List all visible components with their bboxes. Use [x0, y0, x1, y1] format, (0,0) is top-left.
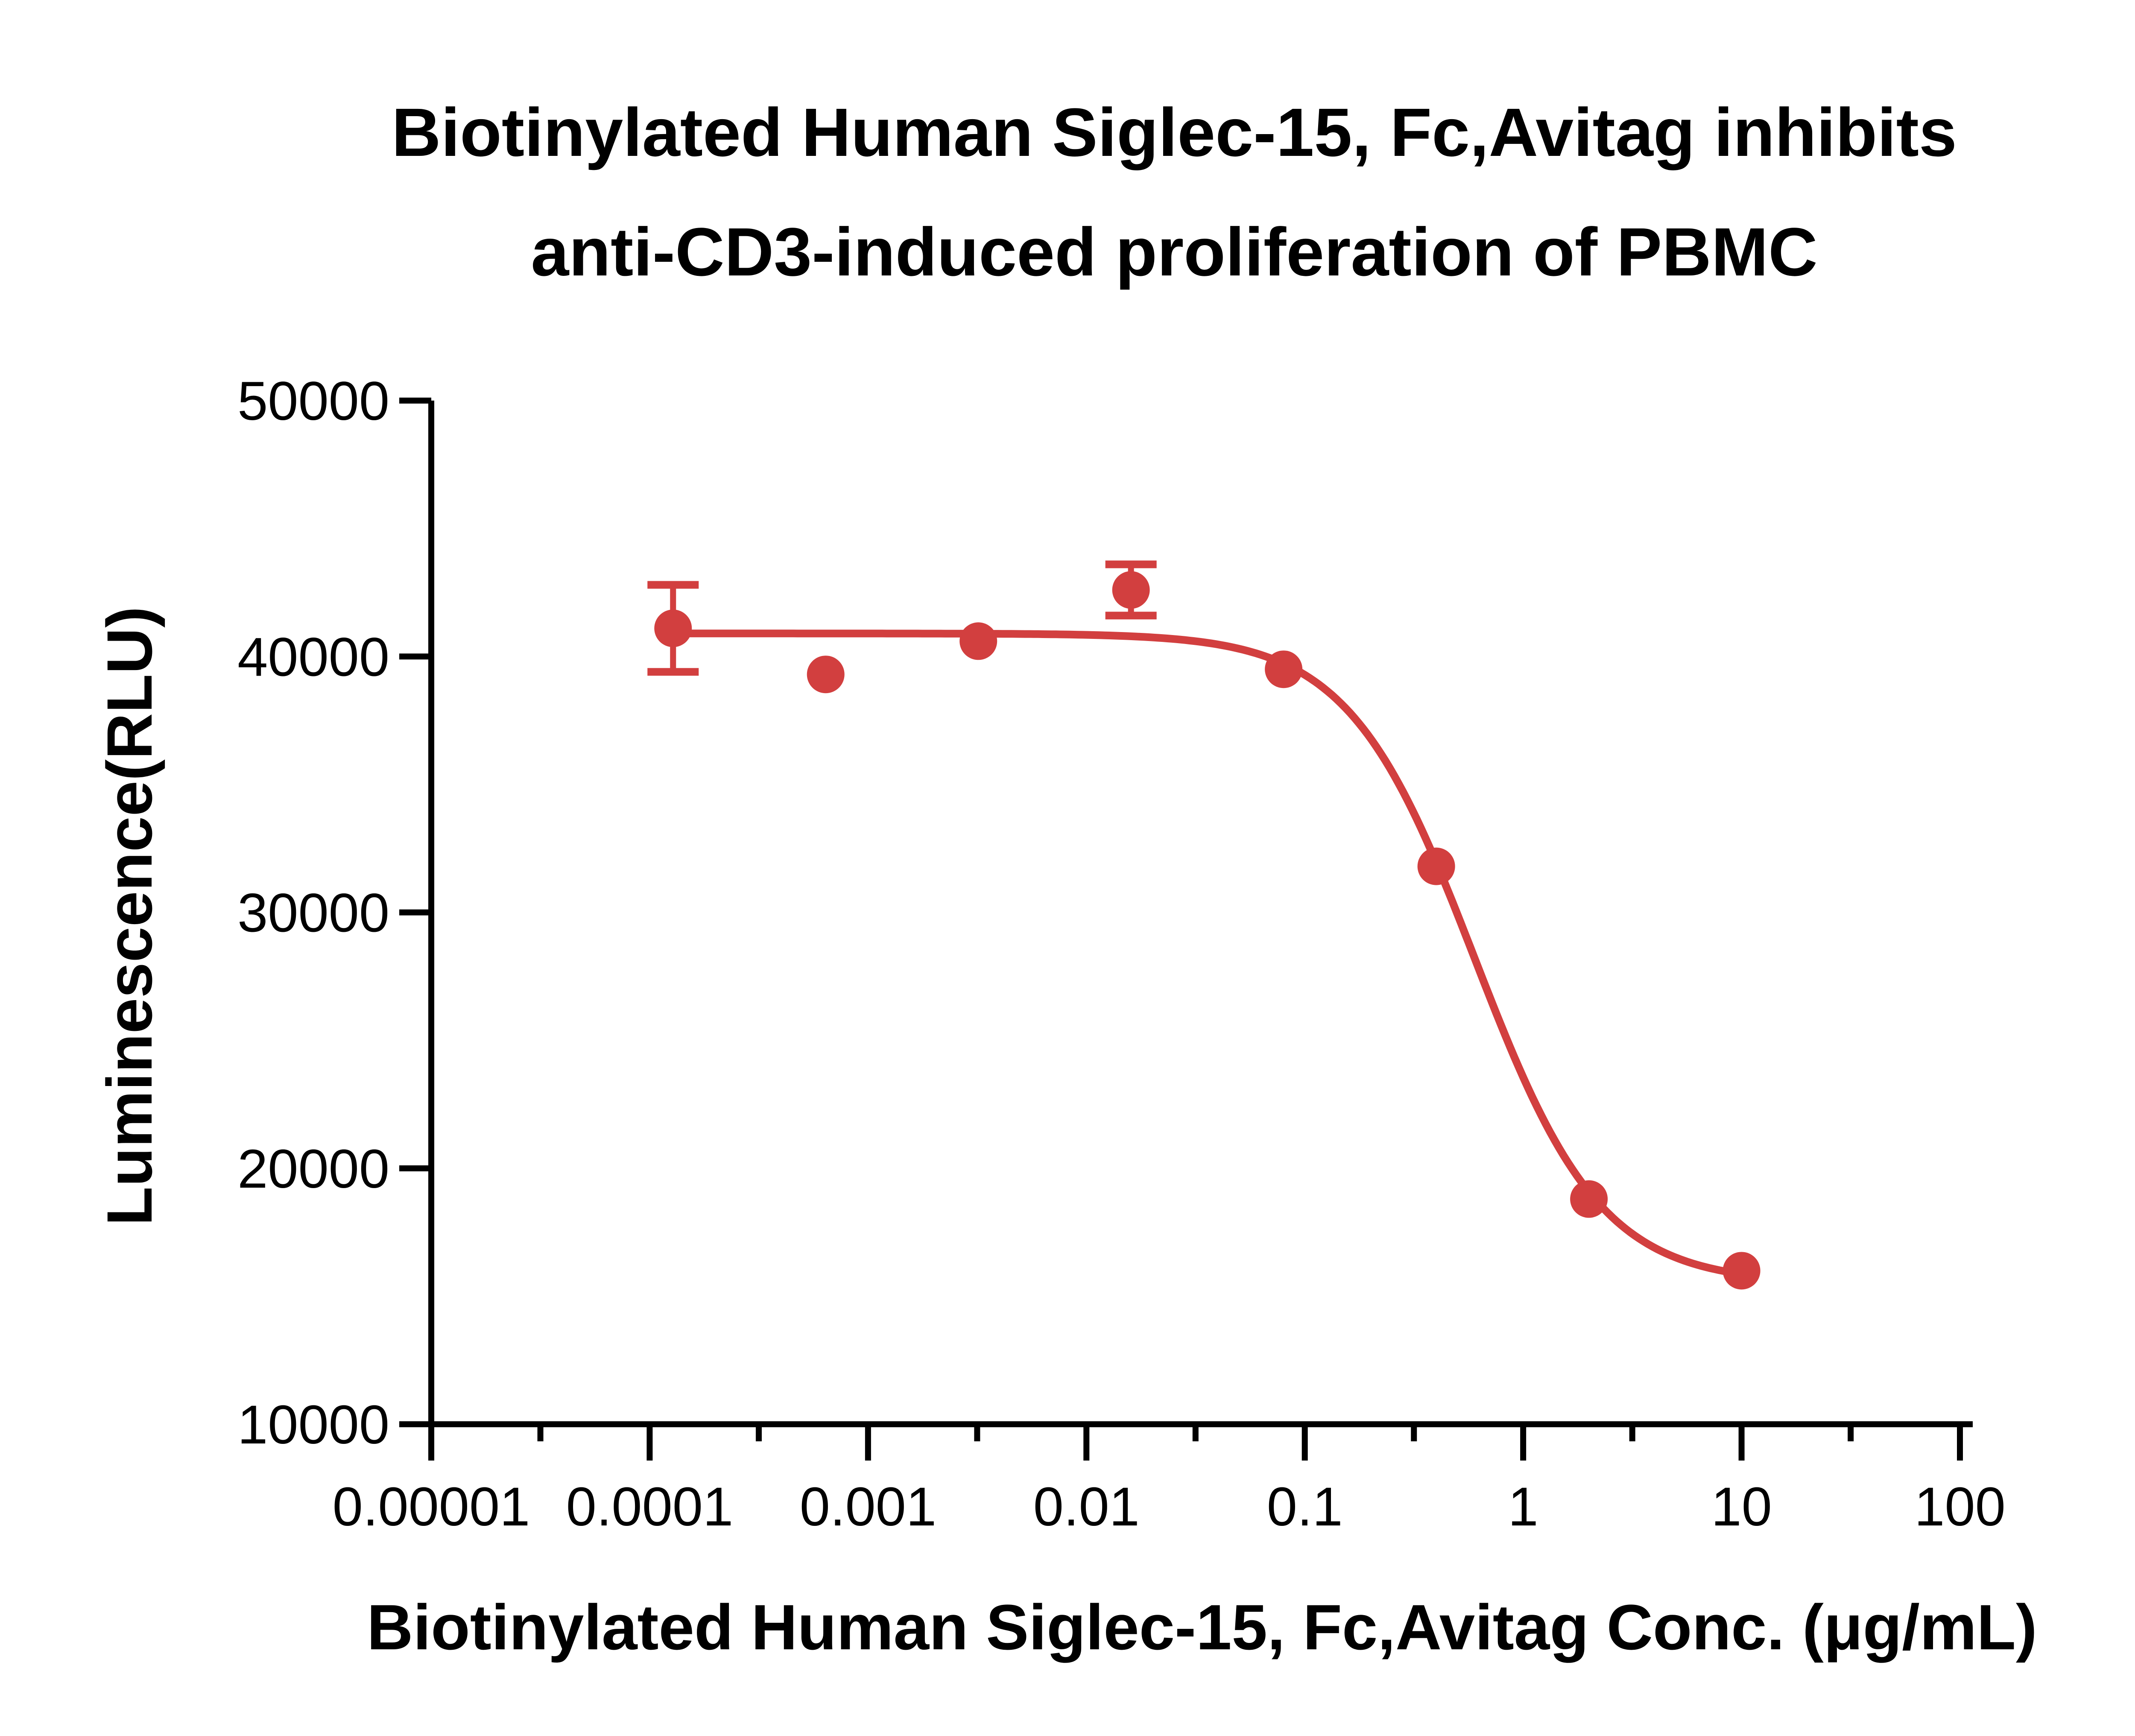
- x-tick-label: 10: [1711, 1476, 1772, 1537]
- y-tick-label: 40000: [237, 626, 389, 688]
- x-tick-label: 0.00001: [333, 1476, 530, 1537]
- x-axis-ticks: 0.00001 0.0001 0.001 0.01 0.1 1 10 100: [333, 1424, 2006, 1537]
- y-axis-ticks: 10000 20000 30000 40000 50000: [237, 371, 431, 1455]
- x-axis-label: Biotinylated Human Siglec-15, Fc,Avitag …: [367, 1591, 2037, 1663]
- y-tick-label: 10000: [237, 1394, 389, 1455]
- data-point: [1417, 847, 1455, 885]
- data-point: [1112, 571, 1150, 609]
- y-tick-label: 20000: [237, 1139, 389, 1200]
- plot-area: [647, 560, 1761, 1290]
- data-point: [1723, 1252, 1761, 1290]
- y-tick-label: 50000: [237, 371, 389, 432]
- x-tick-label: 0.1: [1267, 1476, 1343, 1537]
- x-axis: 0.00001 0.0001 0.001 0.01 0.1 1 10 100 Biotinyl…: [333, 1421, 2037, 1663]
- x-tick-label: 100: [1914, 1476, 2006, 1537]
- data-point: [1265, 650, 1303, 688]
- y-axis: 10000 20000 30000 40000 50000 Luminescence(R…: [94, 371, 434, 1455]
- data-point: [807, 656, 845, 694]
- data-points: [654, 571, 1761, 1290]
- x-tick-label: 0.0001: [566, 1476, 734, 1537]
- chart-title-line-2: anti-CD3-induced proliferation of PBMC: [531, 214, 1817, 290]
- chart-title: Biotinylated Human Siglec-15, Fc,Avitag …: [392, 94, 1957, 290]
- error-bars: [647, 560, 1157, 676]
- x-tick-label: 0.01: [1033, 1476, 1140, 1537]
- data-point: [654, 609, 692, 647]
- fit-curve: [669, 629, 1746, 1278]
- x-tick-label: 0.001: [800, 1476, 936, 1537]
- x-tick-label: 1: [1508, 1476, 1538, 1537]
- data-point: [1570, 1180, 1608, 1218]
- chart-title-line-1: Biotinylated Human Siglec-15, Fc,Avitag …: [392, 94, 1957, 170]
- y-tick-label: 30000: [237, 883, 389, 944]
- y-axis-label: Luminescence(RLU): [94, 606, 165, 1226]
- data-point: [959, 622, 997, 660]
